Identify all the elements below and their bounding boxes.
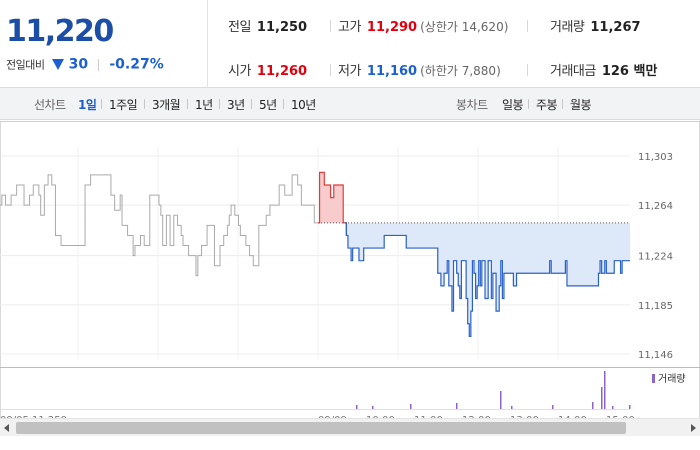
- volume-bar: [552, 405, 554, 409]
- volume-bar: [601, 387, 603, 409]
- prev-close-label: 전일: [228, 20, 251, 35]
- volume-bar: [592, 402, 594, 409]
- change-amount: 30: [68, 56, 89, 73]
- trade-value-stat: 거래대금 126 백만: [550, 60, 657, 79]
- scroll-left-icon[interactable]: [1, 422, 13, 434]
- divider: [528, 99, 529, 109]
- tab-10year[interactable]: 10년: [291, 98, 316, 112]
- down-triangle-icon: [51, 59, 64, 70]
- volume-value: 11,267: [590, 20, 641, 35]
- divider: [219, 99, 220, 109]
- tab-5year[interactable]: 5년: [259, 98, 277, 112]
- trade-value-label: 거래대금: [550, 64, 596, 79]
- upper-limit: (상한가 14,620): [420, 20, 509, 34]
- volume-bar: [511, 406, 513, 409]
- open-stat: 시가 11,260: [228, 60, 307, 79]
- divider: [330, 20, 331, 32]
- volume-legend-swatch: [652, 374, 655, 383]
- divider: [101, 99, 102, 109]
- prev-day-series-line: [0, 174, 318, 277]
- scroll-thumb[interactable]: [16, 422, 626, 434]
- tab-daily-candle[interactable]: 일봉: [502, 98, 524, 112]
- volume-bar: [356, 405, 358, 409]
- volume-legend: 거래량: [658, 373, 686, 385]
- change-rate: -0.27%: [109, 56, 164, 73]
- tab-3month[interactable]: 3개월: [152, 98, 181, 112]
- lower-limit: (하한가 7,880): [420, 64, 501, 78]
- up-area-fill: [318, 172, 347, 236]
- low-label: 저가: [338, 64, 361, 79]
- divider: [144, 99, 145, 109]
- tab-1day[interactable]: 1일: [78, 98, 97, 112]
- volume-bar: [629, 405, 631, 409]
- high-value: 11,290: [366, 20, 418, 35]
- volume-bar: [410, 404, 412, 409]
- scroll-right-icon[interactable]: [687, 422, 699, 434]
- grid: [0, 146, 630, 359]
- volume-bar: [456, 403, 458, 409]
- candle-chart-label: 봉차트: [456, 98, 488, 112]
- divider: [527, 20, 528, 32]
- tab-1week[interactable]: 1주일: [109, 98, 138, 112]
- tab-monthly-candle[interactable]: 월봉: [570, 98, 592, 112]
- change-label: 전일대비: [6, 58, 45, 72]
- area-fills: [318, 172, 630, 337]
- period-toolbar: 선차트 1일 1주일 3개월 1년 3년 5년 10년 봉차트 일봉 주봉 월봉: [0, 88, 700, 120]
- down-area-fill: [344, 222, 630, 337]
- y-tick-label: 11,264: [638, 201, 673, 212]
- line-chart-label: 선차트: [34, 98, 66, 112]
- y-axis: 11,303 11,264 11,224 11,185 11,146: [638, 152, 673, 361]
- volume-bar: [500, 391, 502, 409]
- prev-close-stat: 전일 11,250: [228, 16, 307, 35]
- y-tick-label: 11,146: [638, 350, 673, 361]
- price-box: 11,220 전일대비 30 -0.27%: [0, 0, 208, 88]
- change-row: 전일대비 30 -0.27%: [6, 54, 164, 73]
- volume-label: 거래량: [550, 20, 585, 35]
- y-tick-label: 11,185: [638, 301, 673, 312]
- quote-panel: 11,220 전일대비 30 -0.27% 전일 11,250 고가 11,290(…: [0, 0, 700, 88]
- horizontal-scrollbar[interactable]: [0, 418, 700, 436]
- open-label: 시가: [228, 64, 251, 79]
- volume-bar: [372, 406, 374, 409]
- tab-weekly-candle[interactable]: 주봉: [536, 98, 558, 112]
- divider: [98, 58, 100, 71]
- divider: [251, 99, 252, 109]
- high-label: 고가: [338, 20, 361, 35]
- divider: [562, 99, 563, 109]
- trade-value-value: 126 백만: [601, 64, 658, 79]
- divider: [330, 64, 331, 76]
- today-down-series-line: [344, 222, 630, 337]
- today-up-series-line: [318, 171, 347, 236]
- volume-bar: [604, 371, 606, 409]
- tab-3year[interactable]: 3년: [227, 98, 245, 112]
- divider: [283, 99, 284, 109]
- low-stat: 저가 11,160 (하한가 7,880): [338, 60, 501, 79]
- divider: [527, 64, 528, 76]
- y-tick-label: 11,224: [638, 252, 673, 263]
- current-price: 11,220: [6, 14, 114, 49]
- high-stat: 고가 11,290 (상한가 14,620): [338, 16, 508, 35]
- volume-bar: [612, 406, 614, 409]
- open-value: 11,260: [256, 64, 308, 79]
- tab-1year[interactable]: 1년: [195, 98, 213, 112]
- volume-stat: 거래량 11,267: [550, 16, 641, 35]
- divider: [187, 99, 188, 109]
- volume-bars: [0, 371, 631, 410]
- prev-close-value: 11,250: [256, 20, 308, 35]
- low-value: 11,160: [366, 64, 418, 79]
- y-tick-label: 11,303: [638, 152, 673, 163]
